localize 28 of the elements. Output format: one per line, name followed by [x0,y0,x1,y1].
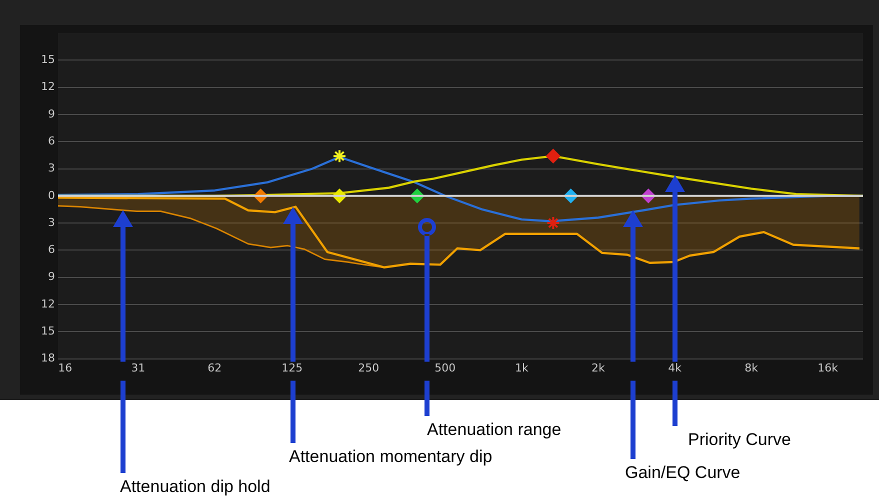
x-tick-label: 500 [434,361,456,374]
x-tick-label: 16k [818,361,839,374]
y-tick-label: 9 [48,107,55,120]
y-tick-label: 12 [40,297,55,310]
x-tick-label: 1k [515,361,530,374]
text: Attenuation momentary dip [289,447,492,467]
text: Attenuation dip hold [120,477,270,496]
x-tick-label: 4k [668,361,682,374]
x-tick-label: 62 [208,361,222,374]
x-tick-label: 125 [282,361,303,374]
x-tick-label: 8k [744,361,759,374]
y-tick-label: 15 [40,324,55,338]
y-tick-label: 18 [40,352,55,365]
y-tick-label: 15 [40,53,55,66]
y-tick-label: 3 [48,162,55,175]
text: Gain/EQ Curve [625,463,740,483]
y-tick-label: 3 [48,216,55,229]
y-tick-label: 12 [40,80,55,94]
x-tick-label: 16 [58,361,72,374]
text: Priority Curve [688,430,791,450]
x-tick-label: 31 [131,361,146,374]
y-tick-label: 9 [48,270,55,284]
text: Attenuation range [427,420,562,440]
y-tick-label: 0 [48,188,55,202]
x-tick-label: 2k [592,361,606,374]
y-tick-label: 6 [48,243,55,256]
y-tick-label: 6 [48,134,55,148]
x-tick-label: 250 [358,361,380,374]
